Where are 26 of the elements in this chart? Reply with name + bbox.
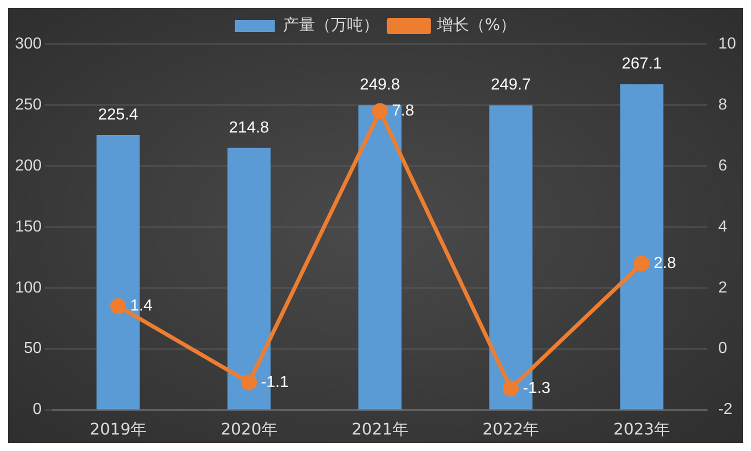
y2-tick-label: 0 [718, 340, 728, 358]
data-label: 214.8 [229, 119, 270, 136]
y2-tick-label: 6 [718, 157, 728, 174]
y2-tick-label: 8 [718, 96, 728, 114]
x-tick-label: 2021年 [352, 420, 408, 439]
x-tick-label: 2019年 [90, 420, 147, 439]
y-tick-label: 150 [14, 218, 42, 236]
y-tick-label: 50 [24, 340, 42, 358]
data-label: 249.7 [490, 76, 531, 94]
y-tick-label: 100 [14, 279, 42, 296]
y2-tick-label: -2 [718, 401, 733, 418]
y-tick-label: 250 [14, 96, 42, 114]
legend-label: 产量（万吨） [282, 15, 379, 34]
x-tick-label: 2023年 [613, 420, 670, 439]
data-label: 225.4 [98, 106, 138, 124]
y2-tick-label: 4 [718, 218, 728, 236]
data-label: 249.8 [360, 76, 400, 94]
y2-tick-label: 10 [718, 35, 736, 52]
x-tick-label: 2020年 [220, 420, 278, 439]
y2-tick-label: 2 [718, 279, 728, 296]
y-tick-label: 300 [14, 35, 42, 52]
data-label: 267.1 [622, 56, 662, 73]
legend-label: 增长（%） [436, 15, 516, 34]
x-tick-label: 2022年 [482, 420, 540, 439]
y-tick-label: 0 [32, 401, 42, 418]
y-tick-label: 200 [14, 157, 42, 174]
